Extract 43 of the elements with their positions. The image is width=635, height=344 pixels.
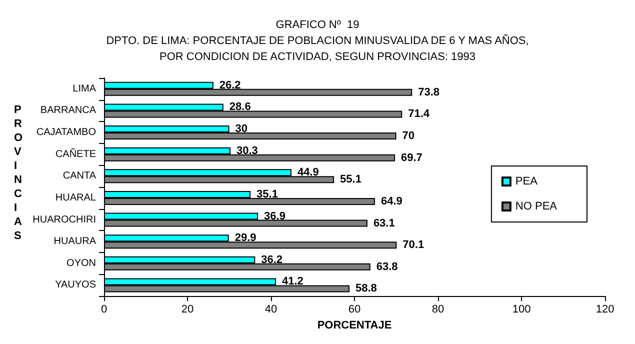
y-tick-label: OYON: [66, 258, 96, 269]
x-tick-label: 20: [181, 304, 194, 316]
data-label: 44.9: [297, 166, 319, 179]
text: PROVINCIAS: [14, 104, 23, 242]
y-tick-label: HUAURA: [54, 236, 96, 248]
data-label: 63.1: [373, 217, 395, 230]
data-label: 64.9: [380, 195, 402, 208]
data-label: 26.2: [219, 79, 241, 92]
x-tick-label: 80: [432, 304, 444, 316]
y-tick-label: HUAROCHIRI: [32, 214, 96, 226]
data-label: 29.9: [234, 232, 256, 244]
y-tick-label: LIMA: [72, 83, 96, 94]
chart-subtitle: DPTO. DE LIMA: PORCENTAJE DE POBLACION MINUSVALIDA DE 6 Y MAS AÑOS, POR CONDICION DE ACTIVIDAD, SEGUN PROVINCIAS: 1993: [106, 34, 529, 63]
y-tick-label: YAUYOS: [55, 280, 96, 291]
data-label: 36.9: [264, 210, 286, 222]
data-label: 71.4: [408, 108, 430, 120]
y-tick-label: CANTA: [62, 170, 96, 182]
x-tick-label: 120: [596, 304, 614, 316]
legend-label: PEA: [515, 176, 538, 188]
data-label: 30: [235, 123, 248, 136]
x-axis-title: PORCENTAJE: [317, 320, 392, 332]
data-label: 41.2: [282, 276, 304, 288]
chart-title: GRAFICO Nº 19: [276, 19, 360, 31]
data-label: 70.1: [402, 239, 424, 252]
legend-label: NO PEA: [515, 200, 558, 212]
data-label: 36.2: [261, 254, 283, 266]
data-label: 35.1: [256, 188, 278, 200]
x-tick-label: 60: [348, 304, 361, 316]
data-label: 70: [402, 130, 414, 142]
data-label: 73.8: [418, 86, 440, 98]
y-tick-label: BARRANCA: [40, 105, 96, 116]
y-tick-label: CAÑETE: [55, 148, 96, 160]
data-label: 30.3: [236, 144, 258, 157]
y-tick-label: HUARAL: [55, 192, 96, 204]
data-label: 58.8: [355, 282, 377, 295]
x-tick-label: 40: [264, 304, 278, 316]
x-tick-label: 100: [512, 304, 531, 316]
data-label: 55.1: [340, 174, 362, 186]
y-tick-label: CAJATAMBO: [36, 127, 96, 138]
x-tick-label: 0: [100, 304, 108, 316]
data-label: 28.6: [229, 101, 251, 114]
data-label: 69.7: [400, 152, 422, 164]
data-label: 63.8: [376, 260, 398, 273]
